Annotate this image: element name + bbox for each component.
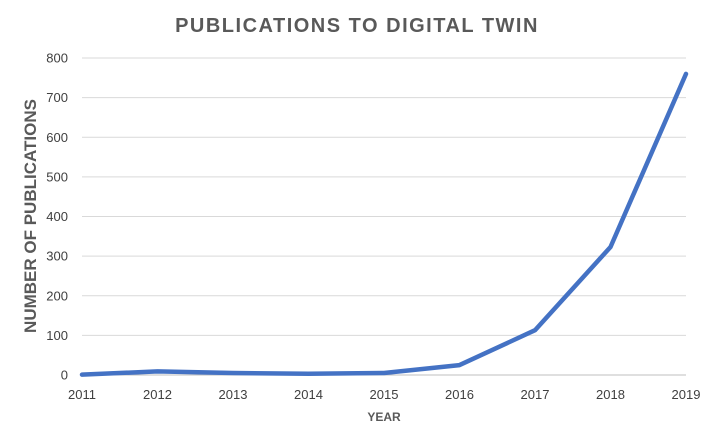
y-tick-label: 700	[46, 90, 68, 105]
x-tick-label: 2011	[68, 387, 96, 402]
x-axis-ticks: 2011 2012 2013 2014 2015 2016 2017 2018 2019	[68, 387, 700, 402]
y-tick-label: 300	[46, 249, 68, 264]
x-tick-label: 2018	[596, 387, 625, 402]
y-tick-label: 600	[46, 130, 68, 145]
chart-title: PUBLICATIONS TO DIGITAL TWIN	[175, 15, 539, 37]
x-tick-label: 2013	[219, 387, 248, 402]
y-tick-label: 500	[46, 169, 68, 184]
x-axis-title: YEAR	[367, 410, 401, 424]
y-tick-label: 200	[46, 288, 68, 303]
series-layer	[79, 71, 689, 377]
x-tick-label: 2012	[143, 387, 172, 402]
gridlines	[82, 57, 686, 376]
x-tick-label: 2019	[672, 387, 701, 402]
y-tick-label: 800	[46, 51, 68, 66]
y-tick-label: 100	[46, 328, 68, 343]
series-line-0	[79, 71, 689, 377]
y-tick-label: 0	[61, 368, 68, 383]
x-tick-label: 2017	[521, 387, 550, 402]
y-axis-ticks: 0 100 200 300 400 500 600 700 800	[46, 51, 68, 383]
y-tick-label: 400	[46, 209, 68, 224]
x-tick-label: 2015	[370, 387, 399, 402]
x-tick-label: 2014	[294, 387, 323, 402]
x-tick-label: 2016	[445, 387, 474, 402]
y-axis-title: NUMBER OF PUBLICATIONS	[21, 99, 40, 333]
